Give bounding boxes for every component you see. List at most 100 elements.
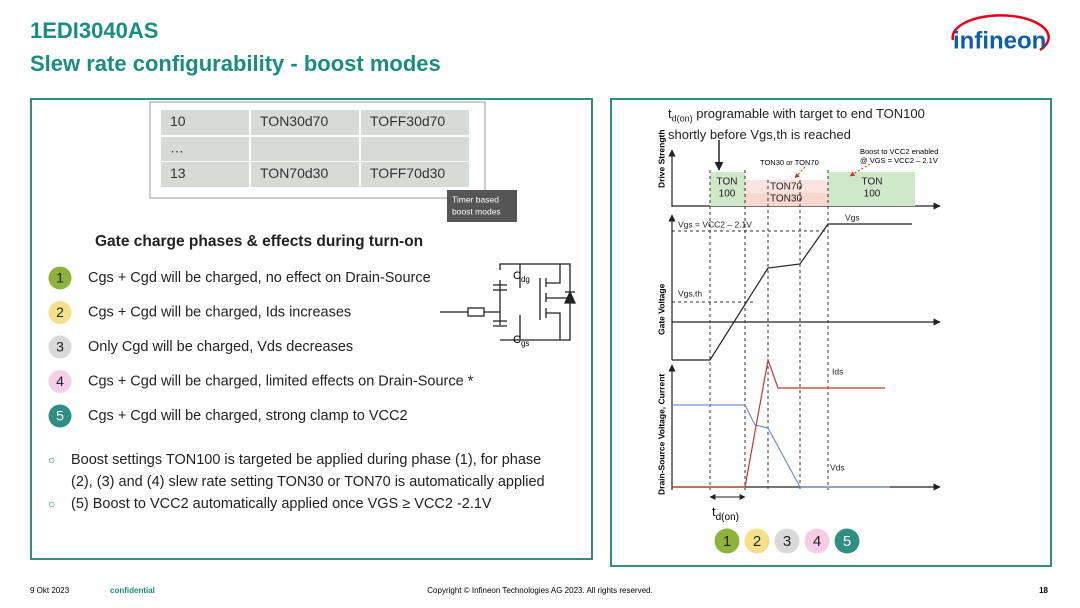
cgs-label: Cgs [513,334,529,348]
table-cell [251,137,359,161]
table-text: 13 [170,165,186,181]
phase-badge [744,528,770,554]
circuit [440,263,577,341]
logo: infineon [953,27,1046,54]
subtitle: Slew rate configurability - boost modes [30,51,441,76]
axis-label: Drive Strength [656,129,666,188]
phase-circle [48,404,72,428]
axis-label: Drain-Source Voltage, Current [656,374,666,495]
table-cell [361,162,469,187]
table-cell [161,137,249,161]
phase-circle [48,266,72,290]
table-text: TON30d70 [260,113,328,129]
bullet-text: Boost settings TON100 is targeted be app… [71,452,545,490]
bullet-marker: ○ [48,453,56,467]
table-cell [161,110,249,135]
td-t: t [712,504,716,519]
phase-circle [48,301,72,324]
table-cell [361,110,469,135]
phase-badge [804,528,830,554]
box-label: TON70 [770,182,802,193]
phase-text: Cgs + Cgd will be charged, strong clamp … [88,408,408,424]
left-panel [30,98,593,560]
phase-number: 2 [56,304,64,320]
box-label: TON30 [770,194,802,205]
table: 10 TON30d70 TOFF30d70 … 13 TON70d30 TOFF70d30 [161,110,469,187]
box-label: TON [862,177,883,188]
note-t: t [668,106,672,121]
phase-number: 3 [56,339,64,355]
footer-page: 18 [1039,586,1048,595]
callout-line: boost modes [452,206,501,216]
callout-line: Timer based [452,194,499,204]
phase-badge-number: 5 [843,533,851,550]
bullet: ○ (5) Boost to VCC2 automatically applied… [48,493,548,515]
phase-dividers [672,170,829,490]
table-cell [361,137,469,161]
curve-label: Vgs = VCC2 – 2.1V [678,219,752,229]
table-text: 10 [170,113,186,129]
table-text: TON70d30 [260,165,328,181]
annotation: TON30 or TON70 [760,158,819,167]
bullet-marker: ○ [48,497,56,511]
phase-badge-number: 2 [753,533,761,550]
title: 1EDI3040AS [30,18,158,43]
box-label: 100 [864,189,881,200]
phase-badge [834,528,860,554]
annotation: Boost to VCC2 enabled [860,147,938,156]
bullet-text: (5) Boost to VCC2 automatically applied … [71,496,492,512]
right-panel [610,98,1052,567]
phase-circle [48,335,72,359]
vds-curve [672,404,890,488]
cdg-main: C [513,270,521,282]
footer-confidential: confidential [110,586,155,595]
phases-heading: Gate charge phases & effects during turn… [95,233,423,250]
phase-circle [48,370,72,393]
box-label: TON [717,177,738,188]
box-ton100 [710,172,745,206]
phase-badge [774,528,800,554]
logo-arc [951,14,1050,52]
annotation-arrow [794,166,806,179]
note-sub: d(on) [671,113,693,124]
td-sub: d(on) [716,512,739,523]
axis-label: Gate Voltage [656,283,666,335]
box-ton30 [745,193,828,206]
phase-number: 4 [56,373,64,389]
phase-number: 5 [56,408,64,424]
cgs-sub: gs [521,339,529,348]
cgs-main: C [513,334,521,346]
table-text: TOFF30d70 [370,113,445,129]
table-cell [161,162,249,187]
phase-text: Cgs + Cgd will be charged, limited effec… [88,373,474,389]
footer-copyright: Copyright © Infineon Technologies AG 202… [427,586,652,595]
phase-badge-number: 4 [813,533,821,550]
note-line: programable with target to end TON100 [692,106,925,121]
phase-badge-number: 1 [723,533,731,550]
phase-badge [714,528,740,554]
cdg-label: Cdg [513,270,530,284]
callout-box [447,190,517,222]
phase-number: 1 [56,270,64,286]
phase-text: Cgs + Cgd will be charged, Ids increases [88,304,351,320]
note-line: shortly before Vgs,th is reached [668,126,851,142]
td-note: td(on) programable with target to end TO… [668,106,968,143]
box-label: 100 [719,189,736,200]
phase-text: Only Cgd will be charged, Vds decreases [88,339,353,355]
table-cell [251,162,359,187]
phase-text: Cgs + Cgd will be charged, no effect on … [88,270,431,286]
cdg-sub: dg [521,275,530,284]
phase-badge-number: 3 [783,533,791,550]
curve-label: Vgs,th [678,288,702,298]
curve-label: Vgs [845,212,860,222]
curve-label: Vds [830,462,845,472]
bullet-list: ○ Boost settings TON100 is targeted be ap… [48,449,548,515]
annotation: @ VGS = VCC2 – 2.1V [860,156,938,165]
vgs-curve [672,223,912,361]
table-text: TOFF70d30 [370,165,445,181]
phase-badges: 1 2 3 4 5 [714,528,860,554]
td-label: td(on) [712,504,739,522]
box-ton70 [745,180,828,193]
bullet: ○ Boost settings TON100 is targeted be ap… [48,449,548,493]
